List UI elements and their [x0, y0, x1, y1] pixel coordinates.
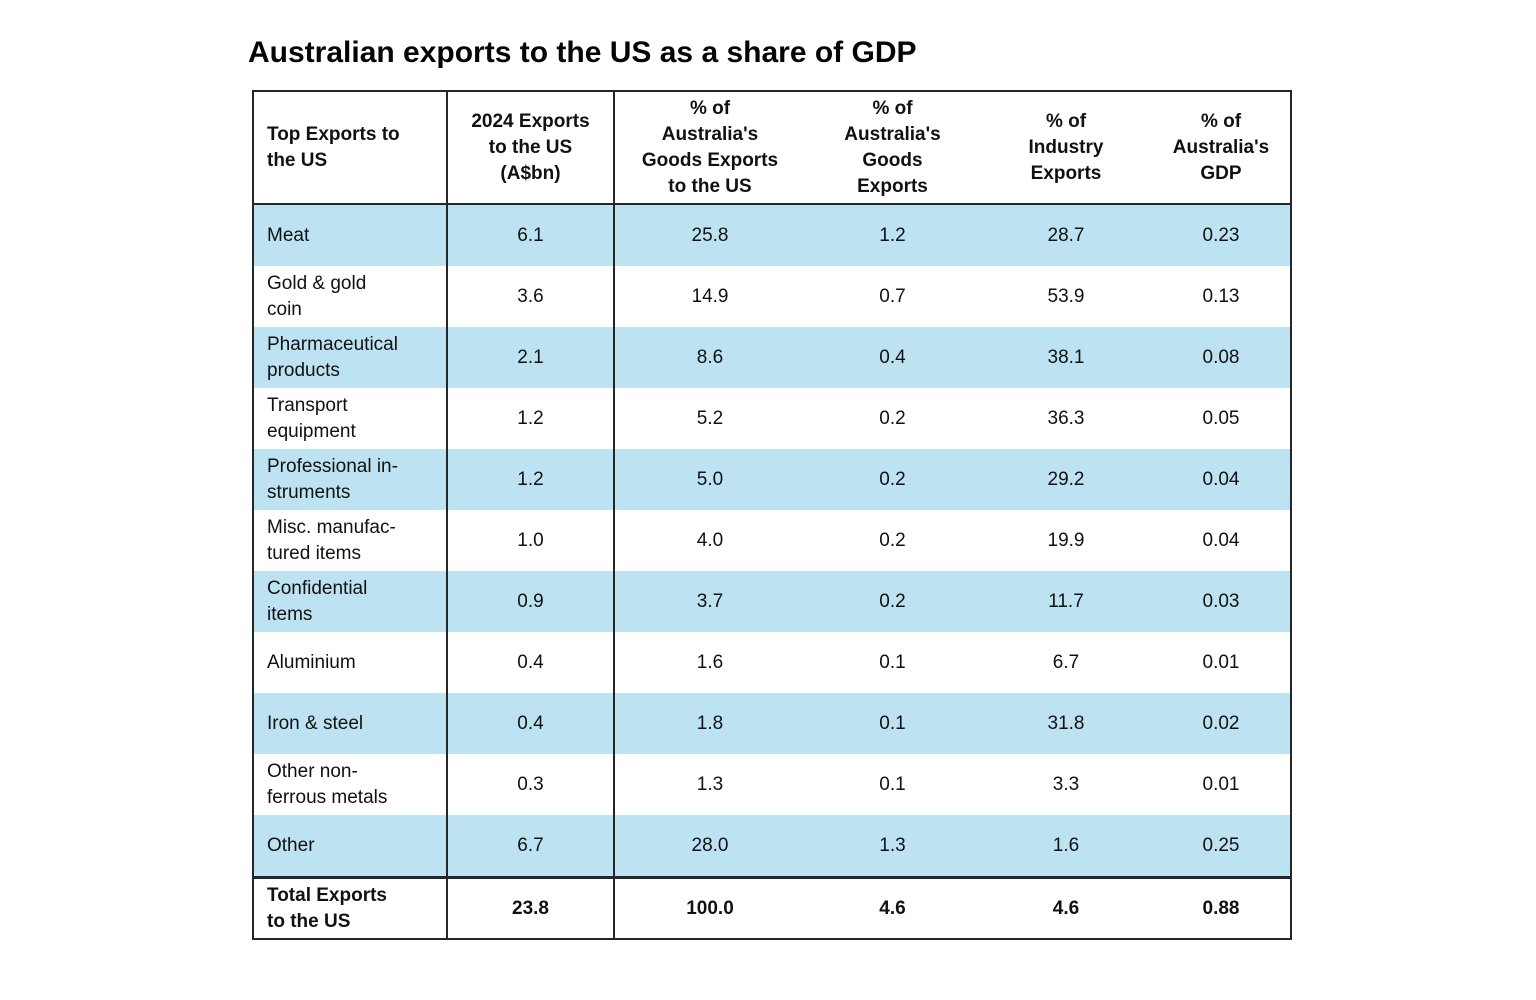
table-cell: 1.8	[696, 712, 724, 734]
table-cell: 53.9	[1047, 285, 1085, 307]
table-cell: 1.2	[879, 224, 906, 246]
table-cell: 29.2	[1047, 468, 1085, 490]
table-cell: 1.2	[448, 388, 615, 449]
table-cell: 6.7	[448, 815, 615, 876]
table-cell: 0.2	[879, 529, 906, 551]
table-cell: 6.1	[448, 205, 615, 266]
table-cell: 4.6	[879, 897, 906, 919]
table-cell: 0.4	[879, 346, 906, 368]
table-cell: 5.0	[696, 468, 724, 490]
row-label: Other non- ferrous metals	[254, 754, 448, 815]
row-label: Aluminium	[254, 632, 448, 693]
table-header-row: Top Exports to the US 2024 Exports to th…	[254, 92, 1290, 205]
table-cell: 25.8	[691, 224, 729, 246]
table-cell: 1.3	[696, 773, 724, 795]
table-cell: 0.3	[448, 754, 615, 815]
column-header-pct-goods-exports-us: % of Australia's Goods Exports to the US	[641, 97, 779, 197]
table-cell: 3.3	[1052, 773, 1080, 795]
table-cell: 1.6	[696, 651, 724, 673]
table-cell: 0.08	[1202, 346, 1240, 368]
table-cell: 2.1	[448, 327, 615, 388]
table-cell: 0.7	[879, 285, 906, 307]
table-cell: 5.2	[696, 407, 724, 429]
table-cell: 8.6	[696, 346, 724, 368]
table-cell: 0.01	[1202, 773, 1240, 795]
table-cell: 11.7	[1048, 590, 1084, 612]
column-header-top-exports: Top Exports to the US	[254, 92, 448, 203]
table-row-other-nonferrous: Other non- ferrous metals 0.3 1.3 0.1 3.…	[254, 754, 1290, 815]
table-cell: 0.04	[1202, 529, 1240, 551]
table-cell: 1.0	[448, 510, 615, 571]
table-cell: 0.01	[1202, 651, 1240, 673]
table-row-iron-steel: Iron & steel 0.4 1.8 0.1 31.8 0.02	[254, 693, 1290, 754]
table-cell: 1.6	[1052, 834, 1080, 856]
table-row-gold: Gold & gold coin 3.6 14.9 0.7 53.9 0.13	[254, 266, 1290, 327]
table-cell: 0.2	[879, 590, 906, 612]
column-header-2024-exports: 2024 Exports to the US (A$bn)	[448, 92, 615, 203]
row-label: Professional in- struments	[254, 449, 448, 510]
column-header-pct-gdp: % of Australia's GDP	[1172, 110, 1270, 184]
row-label: Transport equipment	[254, 388, 448, 449]
row-label: Gold & gold coin	[254, 266, 448, 327]
row-label: Iron & steel	[254, 693, 448, 754]
column-header-pct-goods-exports: % of Australia's Goods Exports	[844, 97, 941, 197]
table-row-misc-manufactured: Misc. manufac- tured items 1.0 4.0 0.2 1…	[254, 510, 1290, 571]
total-row-label: Total Exports to the US	[254, 879, 448, 938]
table-cell: 0.2	[879, 468, 906, 490]
table-cell: 0.02	[1202, 712, 1240, 734]
table-cell: 1.3	[879, 834, 906, 856]
table-cell: 0.13	[1202, 285, 1240, 307]
table-cell: 28.0	[691, 834, 729, 856]
row-label: Confidential items	[254, 571, 448, 632]
table-cell: 6.7	[1052, 651, 1080, 673]
table-cell: 0.25	[1202, 834, 1240, 856]
row-label: Other	[254, 815, 448, 876]
table-cell: 28.7	[1047, 224, 1085, 246]
table-row-professional-instruments: Professional in- struments 1.2 5.0 0.2 2…	[254, 449, 1290, 510]
table-cell: 0.05	[1202, 407, 1240, 429]
table-row-transport: Transport equipment 1.2 5.2 0.2 36.3 0.0…	[254, 388, 1290, 449]
table-cell: 0.03	[1202, 590, 1240, 612]
table-cell: 38.1	[1047, 346, 1085, 368]
table-cell: 0.2	[879, 407, 906, 429]
table-cell: 100.0	[686, 897, 734, 919]
table-cell: 3.6	[448, 266, 615, 327]
row-label: Misc. manufac- tured items	[254, 510, 448, 571]
row-label: Pharmaceutical products	[254, 327, 448, 388]
table-row-total: Total Exports to the US 23.8 100.0 4.6 4…	[254, 876, 1290, 938]
table-row-aluminium: Aluminium 0.4 1.6 0.1 6.7 0.01	[254, 632, 1290, 693]
table-cell: 31.8	[1047, 712, 1085, 734]
row-label: Meat	[254, 205, 448, 266]
table-cell: 19.9	[1047, 529, 1085, 551]
table-cell: 0.1	[879, 712, 906, 734]
table-cell: 23.8	[448, 879, 615, 938]
table-row-other: Other 6.7 28.0 1.3 1.6 0.25	[254, 815, 1290, 876]
table-cell: 0.4	[448, 632, 615, 693]
table-row-pharmaceutical: Pharmaceutical products 2.1 8.6 0.4 38.1…	[254, 327, 1290, 388]
table-cell: 1.2	[448, 449, 615, 510]
table-cell: 4.6	[1052, 897, 1080, 919]
table-cell: 0.23	[1202, 224, 1240, 246]
table-row-meat: Meat 6.1 25.8 1.2 28.7 0.23	[254, 205, 1290, 266]
table-cell: 0.1	[879, 651, 906, 673]
exports-table: Top Exports to the US 2024 Exports to th…	[252, 90, 1292, 940]
table-cell: 3.7	[696, 590, 724, 612]
table-cell: 0.4	[448, 693, 615, 754]
page-title: Australian exports to the US as a share …	[248, 36, 917, 69]
table-row-confidential: Confidential items 0.9 3.7 0.2 11.7 0.03	[254, 571, 1290, 632]
table-cell: 14.9	[691, 285, 729, 307]
table-cell: 0.9	[448, 571, 615, 632]
table-cell: 0.88	[1202, 897, 1240, 919]
table-cell: 0.1	[879, 773, 906, 795]
table-cell: 4.0	[696, 529, 724, 551]
table-cell: 0.04	[1202, 468, 1240, 490]
column-header-pct-industry-exports: % of Industry Exports	[1028, 110, 1104, 184]
table-cell: 36.3	[1047, 407, 1085, 429]
